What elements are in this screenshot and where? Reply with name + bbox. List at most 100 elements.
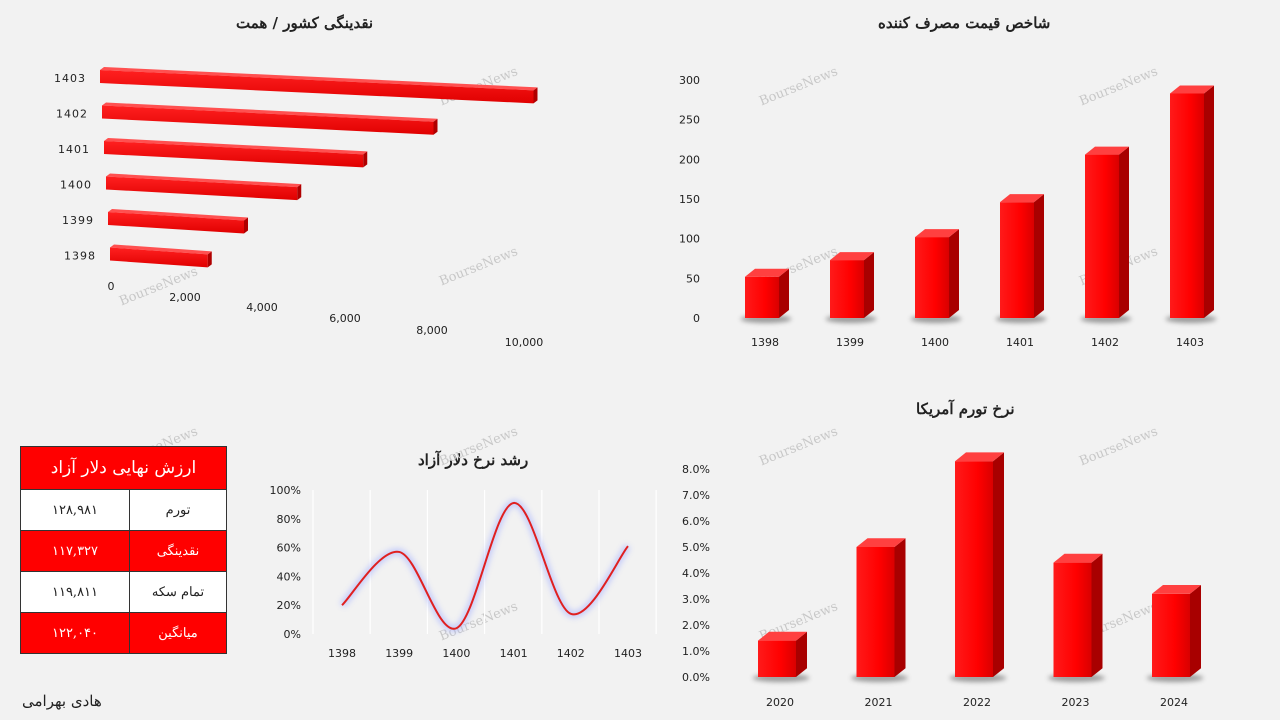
y-tick-label: 6.0%: [682, 515, 710, 528]
y-tick-label: 2.0%: [682, 619, 710, 632]
x-tick-label: 2021: [865, 696, 893, 709]
bar-side: [1091, 553, 1103, 677]
bar-end: [363, 151, 368, 168]
bar: [830, 260, 864, 318]
y-tick-label: 200: [679, 153, 700, 166]
bar-side: [779, 268, 789, 318]
liquidity-chart-title: نقدینگی کشور / همت: [236, 14, 374, 32]
x-tick-label: 1403: [1176, 336, 1204, 349]
table-row-value: ۱۱۷,۳۲۷: [20, 530, 130, 572]
table-row-value: ۱۲۸,۹۸۱: [20, 489, 130, 531]
bar: [915, 237, 949, 318]
bar-end: [533, 87, 538, 104]
watermark-text: BourseNews: [437, 424, 520, 469]
y-tick-label: 1.0%: [682, 645, 710, 658]
bar-end: [244, 217, 248, 234]
bar: [856, 547, 895, 677]
bar: [1170, 93, 1204, 318]
y-tick-label: 250: [679, 114, 700, 127]
y-tick-label: 150: [679, 193, 700, 206]
x-tick-label: 0: [108, 280, 115, 293]
bar-top: [830, 252, 874, 261]
x-tick-label: 2020: [766, 696, 794, 709]
table-row-label: میانگین: [129, 612, 227, 654]
bar-top: [1053, 553, 1103, 563]
y-tick-label: 7.0%: [682, 489, 710, 502]
bar-side: [949, 229, 959, 318]
x-tick-label: 10,000: [505, 336, 544, 349]
bar-side: [864, 252, 874, 318]
liquidity-chart: 1403 1402 1401 1400 1399 1398 0 2,000 4,000 6,000…: [54, 67, 543, 349]
x-tick-label: 1401: [500, 647, 528, 660]
x-tick-label: 1398: [328, 647, 356, 660]
bar: [100, 70, 534, 104]
bar-top: [110, 244, 212, 255]
y-tick-label: 1403: [54, 72, 86, 85]
bar-top: [745, 268, 789, 277]
table-row-value: ۱۱۹,۸۱۱: [20, 571, 130, 613]
bar-top: [100, 67, 538, 91]
table-row-label: تمام سکه: [129, 571, 227, 613]
y-tick-label: 3.0%: [682, 593, 710, 606]
bar-side: [1119, 146, 1129, 318]
watermark-text: BourseNews: [437, 599, 520, 644]
bar-top: [856, 538, 906, 547]
bar: [1152, 593, 1190, 677]
y-tick-label: 1399: [62, 214, 94, 227]
x-tick-label: 8,000: [416, 324, 448, 337]
table-row: نقدینگی ۱۱۷,۳۲۷: [20, 530, 227, 572]
table-header: ارزش نهایی دلار آزاد: [20, 446, 227, 490]
series-line: [341, 501, 629, 630]
bar-end: [207, 251, 212, 268]
x-tick-label: 1398: [751, 336, 779, 349]
bar-end: [433, 118, 438, 135]
x-tick-label: 1400: [921, 336, 949, 349]
table-row: میانگین ۱۲۲,۰۴۰: [20, 612, 227, 654]
bar: [955, 461, 993, 677]
bar-top: [1085, 146, 1129, 155]
bar: [1053, 562, 1092, 677]
bar-top: [1000, 194, 1044, 203]
x-tick-label: 1401: [1006, 336, 1034, 349]
dollar-growth-chart: 100% 80% 60% 40% 20% 0% 1398 1399 1400 1401 1402 14…: [270, 484, 657, 660]
watermark-text: BourseNews: [757, 424, 840, 469]
bar-side: [1204, 85, 1214, 318]
x-tick-label: 4,000: [246, 301, 278, 314]
bar-side: [1034, 194, 1044, 318]
bar-side: [1190, 585, 1201, 677]
y-tick-label: 100: [679, 233, 700, 246]
bar: [106, 176, 298, 201]
bar-top: [1170, 85, 1214, 94]
table-row-value: ۱۲۲,۰۴۰: [20, 612, 130, 654]
bar: [108, 212, 244, 234]
bar: [1085, 154, 1119, 318]
table-row: تورم ۱۲۸,۹۸۱: [20, 489, 227, 531]
bar-top: [108, 209, 248, 221]
bar-side: [894, 538, 906, 677]
y-tick-label: 1402: [56, 108, 88, 121]
watermark-text: BourseNews: [437, 244, 520, 289]
bar: [745, 276, 779, 318]
bar-top: [104, 138, 368, 155]
table-row: تمام سکه ۱۱۹,۸۱۱: [20, 571, 227, 613]
y-tick-label: 60%: [277, 542, 301, 555]
y-tick-label: 1401: [58, 143, 90, 156]
watermark-text: BourseNews: [1077, 424, 1160, 469]
x-tick-label: 2,000: [169, 291, 201, 304]
bar-top: [915, 229, 959, 238]
x-tick-label: 1400: [442, 647, 470, 660]
us-inflation-chart-title: نرخ تورم آمریکا: [916, 400, 1015, 418]
y-tick-label: 0%: [284, 628, 301, 641]
watermark-text: BourseNews: [757, 64, 840, 109]
bar: [758, 640, 796, 677]
y-tick-label: 50: [686, 272, 700, 285]
y-tick-label: 4.0%: [682, 567, 710, 580]
x-tick-label: 2024: [1160, 696, 1188, 709]
bar: [110, 247, 208, 268]
y-tick-label: 1400: [60, 179, 92, 192]
author-name: هادی بهرامی: [22, 692, 102, 710]
bar-side: [993, 452, 1004, 677]
x-tick-label: 1403: [614, 647, 642, 660]
y-tick-label: 100%: [270, 484, 301, 497]
